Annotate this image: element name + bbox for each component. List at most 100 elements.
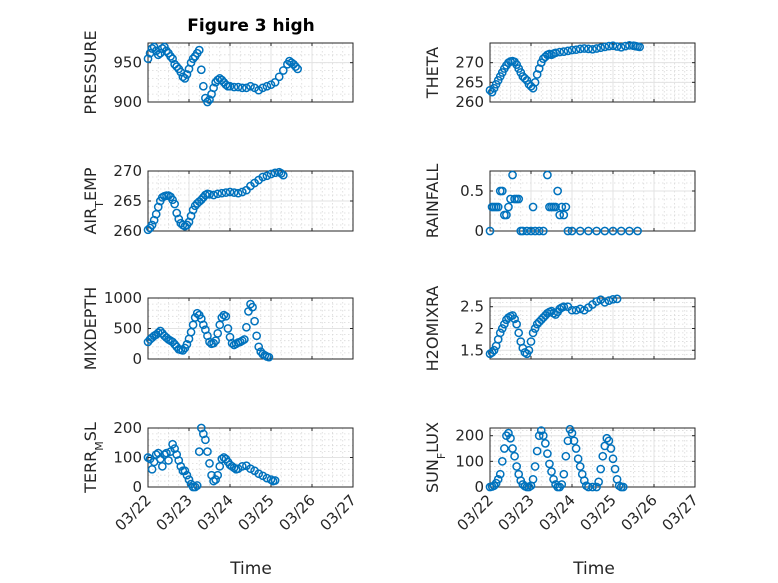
mixdepth-data-point bbox=[199, 320, 208, 330]
mixdepth-data-point bbox=[217, 313, 227, 322]
air_temp-y-axis-label: AIRTEMP bbox=[81, 167, 106, 234]
pressure-data-point bbox=[168, 54, 177, 64]
mixdepth-data-point bbox=[248, 302, 257, 312]
rainfall-data-point bbox=[538, 226, 548, 236]
pressure-data-point bbox=[229, 82, 239, 92]
pressure-y-tick-label: 950 bbox=[113, 54, 142, 72]
sun_flux-data-point bbox=[567, 428, 577, 438]
pressure-data-point bbox=[246, 81, 255, 91]
rainfall-data-point bbox=[543, 170, 552, 180]
x-axis-label-right: Time bbox=[572, 559, 615, 579]
rainfall-data-point bbox=[485, 226, 495, 236]
theta-data-point bbox=[620, 41, 630, 51]
rainfall-y-tick-label: 0.5 bbox=[460, 182, 484, 200]
pressure-data-point bbox=[225, 81, 235, 91]
h2omixra-data-point bbox=[495, 328, 505, 338]
rainfall-data-point bbox=[567, 226, 577, 236]
terr_msl-data-point bbox=[266, 475, 276, 484]
pressure-data-point bbox=[237, 83, 247, 93]
rainfall-data-point bbox=[563, 226, 573, 236]
theta-data-point bbox=[555, 47, 565, 57]
figure-title: Figure 3 high bbox=[187, 16, 315, 36]
sun_flux-data-point bbox=[504, 428, 513, 438]
theta-data-point bbox=[571, 45, 581, 55]
pressure-data-point bbox=[188, 54, 198, 64]
rainfall-data-point bbox=[502, 210, 511, 220]
rainfall-data-point bbox=[559, 210, 569, 220]
mixdepth-data-point bbox=[221, 311, 231, 321]
rainfall-data-point bbox=[514, 194, 524, 204]
sun_flux-y-tick-label: 0 bbox=[474, 478, 484, 496]
pressure-data-point bbox=[194, 45, 204, 55]
rainfall-y-axis-label: RAINFALL bbox=[423, 164, 442, 239]
air_temp-data-point bbox=[205, 190, 214, 199]
h2omixra-data-point bbox=[524, 345, 534, 355]
h2omixra-data-point bbox=[600, 298, 610, 307]
theta-data-point bbox=[530, 77, 540, 87]
rainfall-data-point bbox=[553, 186, 563, 196]
theta-data-point bbox=[567, 45, 577, 55]
rainfall-data-point bbox=[528, 202, 538, 212]
sun_flux-y-tick-label: 200 bbox=[455, 427, 484, 445]
pressure-data-point bbox=[196, 65, 206, 75]
terr_msl-data-point bbox=[229, 463, 239, 473]
h2omixra-data-point bbox=[497, 324, 507, 333]
theta-data-point bbox=[520, 74, 530, 83]
h2omixra-data-point bbox=[489, 345, 499, 355]
h2omixra-data-point bbox=[500, 319, 509, 329]
pressure-data-point bbox=[233, 82, 243, 92]
sun_flux-y-axis-label: SUNFLUX bbox=[423, 422, 448, 493]
sun_flux-data-point bbox=[557, 480, 567, 489]
rainfall-data-point bbox=[522, 226, 532, 236]
mixdepth-data-point bbox=[252, 331, 261, 341]
h2omixra-data-point bbox=[559, 302, 569, 312]
terr_msl-data-point bbox=[201, 435, 210, 445]
air_temp-y-tick-label: 260 bbox=[113, 222, 142, 240]
sun_flux-data-point bbox=[493, 474, 503, 484]
x-axis-label-left: Time bbox=[229, 559, 272, 579]
air_temp-data-point bbox=[147, 220, 157, 230]
pressure-data-point bbox=[153, 50, 163, 60]
h2omixra-data-point bbox=[604, 296, 614, 305]
terr_msl-data-point bbox=[203, 447, 212, 456]
h2omixra-data-point bbox=[487, 348, 497, 357]
sun_flux-data-point bbox=[573, 454, 583, 464]
air_temp-data-point bbox=[229, 188, 239, 197]
theta-data-point bbox=[584, 44, 593, 54]
terr_msl-data-point bbox=[246, 464, 255, 474]
terr_msl-y-tick-label: 100 bbox=[113, 449, 142, 467]
air_temp-data-point bbox=[174, 214, 184, 224]
mixdepth-data-point bbox=[254, 342, 264, 352]
sun_flux-y-tick-label: 100 bbox=[455, 452, 484, 470]
air_temp-data-point bbox=[278, 170, 288, 180]
theta-data-point bbox=[559, 47, 569, 57]
pressure-data-point bbox=[166, 52, 175, 61]
mixdepth-data-point bbox=[223, 324, 233, 333]
sun_flux-data-point bbox=[532, 446, 542, 456]
h2omixra-data-point bbox=[608, 294, 618, 304]
mixdepth-data-point bbox=[182, 340, 192, 349]
pressure-data-point bbox=[203, 97, 212, 107]
sun_flux-data-point bbox=[530, 462, 540, 471]
mixdepth-y-tick-label: 1000 bbox=[104, 289, 142, 307]
sun_flux-data-point bbox=[508, 444, 517, 453]
air_temp-data-point bbox=[237, 187, 247, 197]
rainfall-data-point bbox=[575, 226, 585, 236]
rainfall-data-point bbox=[557, 202, 567, 212]
air_temp-data-point bbox=[221, 188, 231, 197]
sun_flux-data-point bbox=[584, 482, 593, 492]
pressure-data-point bbox=[209, 83, 218, 93]
rainfall-data-point bbox=[506, 194, 515, 204]
theta-data-point bbox=[588, 44, 597, 54]
terr_msl-data-point bbox=[168, 439, 177, 449]
terr_msl-data-point bbox=[270, 476, 280, 485]
theta-data-point bbox=[612, 42, 622, 51]
terr_msl-data-point bbox=[211, 475, 220, 484]
pressure-data-point bbox=[274, 72, 284, 82]
rainfall-data-point bbox=[584, 226, 593, 236]
sun_flux-data-point bbox=[528, 474, 538, 484]
h2omixra-y-tick-label: 1.5 bbox=[460, 341, 484, 359]
rainfall-data-point bbox=[561, 202, 571, 212]
rainfall-data-point bbox=[526, 226, 536, 236]
